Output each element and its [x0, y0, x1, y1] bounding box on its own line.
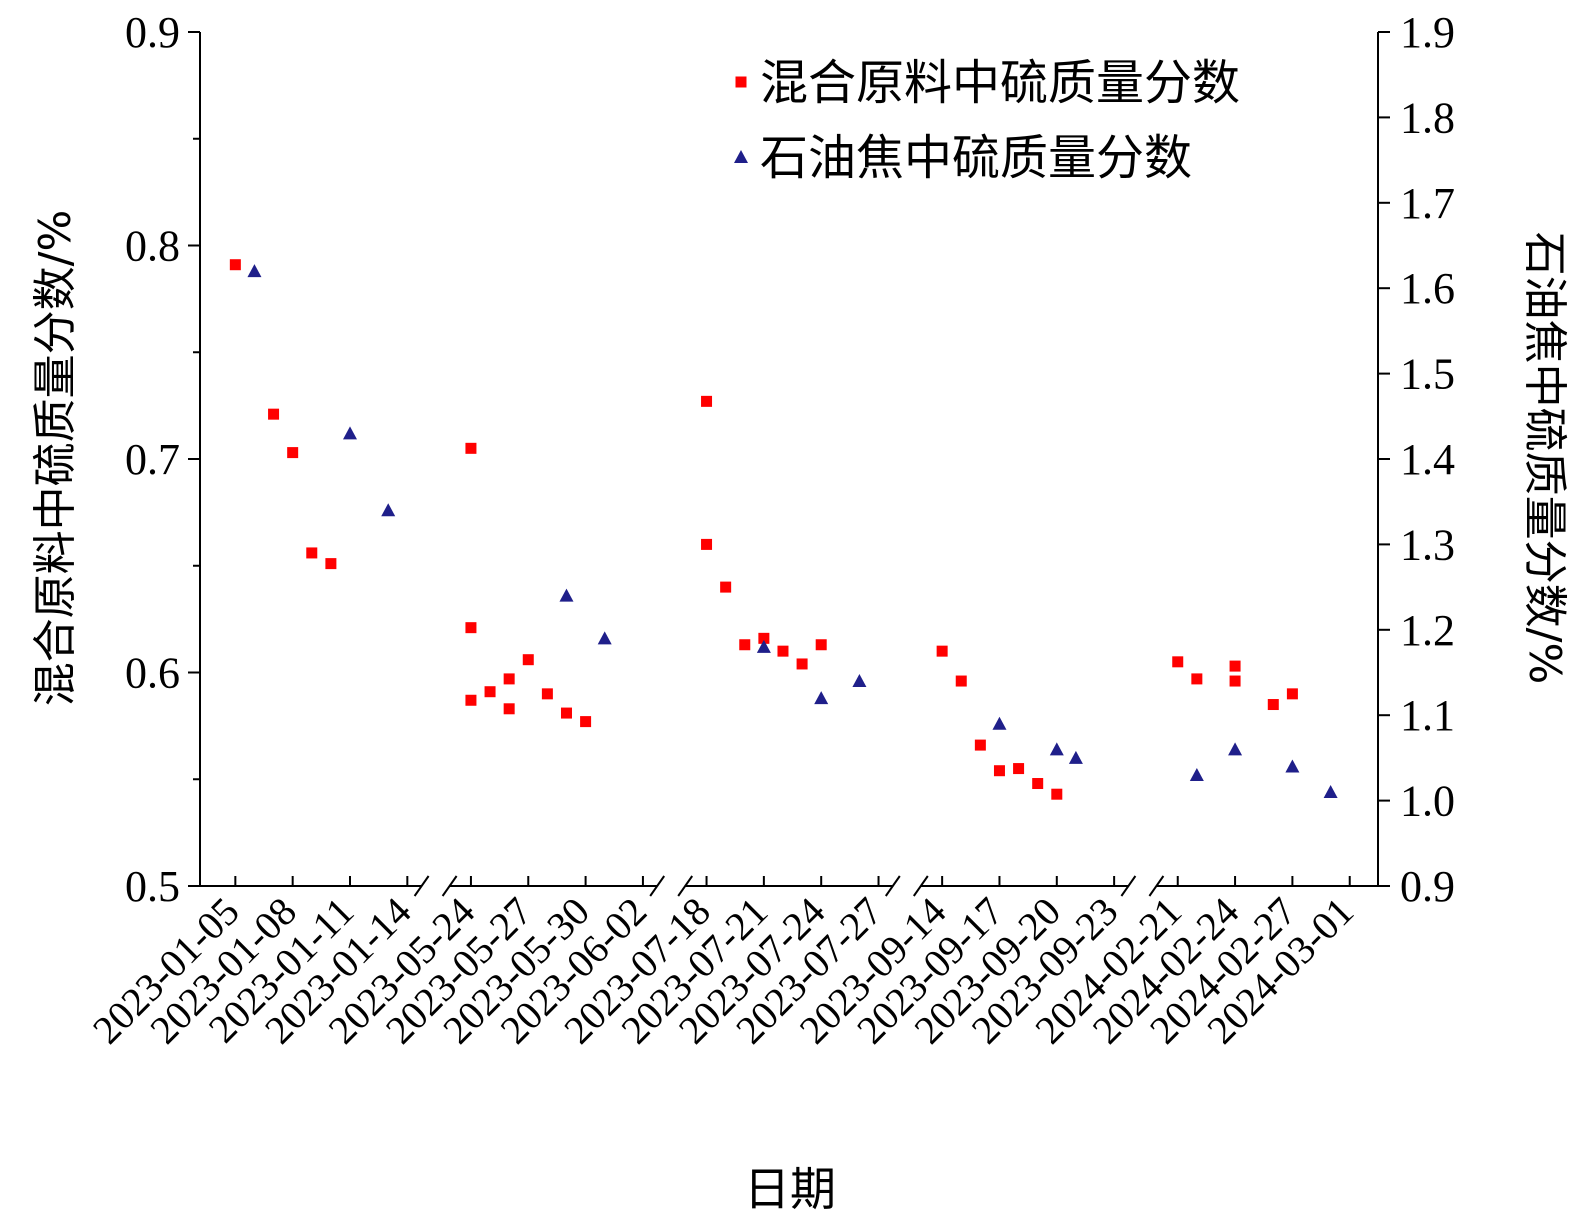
square-point — [484, 686, 496, 698]
triangle-point — [247, 264, 262, 278]
square-point — [522, 654, 534, 666]
triangle-point — [756, 639, 771, 653]
right-y-tick-label: 1.2 — [1400, 606, 1455, 655]
axis-break-mark — [413, 875, 430, 897]
square-point — [306, 547, 318, 559]
right-y-axis-ticks: 0.9 1.0 1.1 1.2 1.3 1.4 1.5 1.6 1.7 1.8 1.9 — [1378, 8, 1455, 911]
series-mixed-feed — [229, 259, 1298, 800]
legend-marker — [735, 76, 747, 88]
square-point — [815, 639, 827, 651]
axis-break-mark — [912, 875, 929, 897]
axis-break-mark — [677, 875, 694, 897]
axis-break-mark — [1120, 875, 1137, 897]
square-point — [1229, 675, 1241, 687]
triangle-point — [1049, 742, 1064, 756]
legend-label: 石油焦中硫质量分数 — [760, 130, 1192, 186]
right-y-tick-label: 1.0 — [1400, 777, 1455, 826]
square-point — [1286, 688, 1298, 700]
square-point — [1032, 778, 1044, 790]
left-y-axis-label: 混合原料中硫质量分数/% — [30, 210, 81, 707]
square-point — [1191, 673, 1203, 685]
triangle-point — [992, 716, 1007, 730]
right-y-tick-label: 0.9 — [1400, 862, 1455, 911]
triangle-point — [381, 503, 396, 517]
triangle-point — [852, 674, 867, 688]
square-point — [503, 673, 515, 685]
right-y-tick-label: 1.1 — [1400, 691, 1455, 740]
square-point — [1172, 656, 1184, 668]
square-point — [1013, 763, 1025, 775]
square-point — [936, 645, 948, 657]
square-point — [720, 581, 732, 593]
square-point — [268, 408, 280, 420]
axis-break-mark — [649, 875, 666, 897]
triangle-point — [1323, 785, 1338, 799]
right-y-tick-label: 1.9 — [1400, 8, 1455, 57]
left-y-tick-label: 0.5 — [125, 862, 180, 911]
left-y-axis-ticks: 0.5 0.6 0.7 0.8 0.9 — [125, 8, 200, 911]
square-point — [465, 622, 477, 634]
legend-label: 混合原料中硫质量分数 — [760, 55, 1240, 111]
square-point — [465, 694, 477, 706]
square-point — [560, 707, 572, 719]
square-point — [1229, 660, 1241, 672]
square-point — [701, 538, 713, 550]
right-y-tick-label: 1.3 — [1400, 520, 1455, 569]
square-point — [974, 739, 986, 751]
right-y-tick-label: 1.8 — [1400, 93, 1455, 142]
data-marks — [229, 259, 1338, 800]
square-point — [1267, 699, 1279, 711]
x-axis-ticks: 2023-01-052023-01-082023-01-112023-01-14… — [84, 876, 1362, 1052]
x-axis-label: 日期 — [744, 1162, 836, 1216]
triangle-point — [1189, 767, 1204, 781]
axis-break-mark — [441, 875, 458, 897]
left-y-tick-label: 0.9 — [125, 8, 180, 57]
square-point — [503, 703, 515, 715]
square-point — [541, 688, 553, 700]
right-y-axis-label: 石油焦中硫质量分数/% — [1519, 232, 1570, 685]
legend-marker — [734, 150, 748, 163]
series-petroleum-coke — [247, 264, 1338, 799]
left-y-tick-label: 0.6 — [125, 649, 180, 698]
triangle-point — [559, 588, 574, 602]
left-y-tick-label: 0.7 — [125, 435, 180, 484]
right-y-tick-label: 1.7 — [1400, 179, 1455, 228]
triangle-point — [1068, 750, 1083, 764]
triangle-point — [1228, 742, 1243, 756]
square-point — [229, 259, 241, 271]
square-point — [993, 765, 1005, 777]
axis-break-mark — [884, 875, 901, 897]
triangle-point — [597, 631, 612, 645]
right-y-tick-label: 1.6 — [1400, 264, 1455, 313]
axis-break-mark — [1148, 875, 1165, 897]
square-point — [1051, 788, 1063, 800]
square-point — [739, 639, 751, 651]
square-point — [796, 658, 808, 670]
square-point — [580, 716, 592, 728]
square-point — [701, 395, 713, 407]
square-point — [287, 447, 299, 459]
square-point — [325, 558, 337, 570]
axis-breaks — [413, 875, 1165, 897]
right-y-tick-label: 1.5 — [1400, 350, 1455, 399]
left-y-tick-label: 0.8 — [125, 222, 180, 271]
triangle-point — [342, 426, 357, 440]
square-point — [465, 442, 477, 454]
square-point — [955, 675, 967, 687]
square-point — [758, 632, 770, 644]
triangle-point — [1285, 759, 1300, 773]
right-y-tick-label: 1.4 — [1400, 435, 1455, 484]
triangle-point — [814, 691, 829, 705]
square-point — [777, 645, 789, 657]
